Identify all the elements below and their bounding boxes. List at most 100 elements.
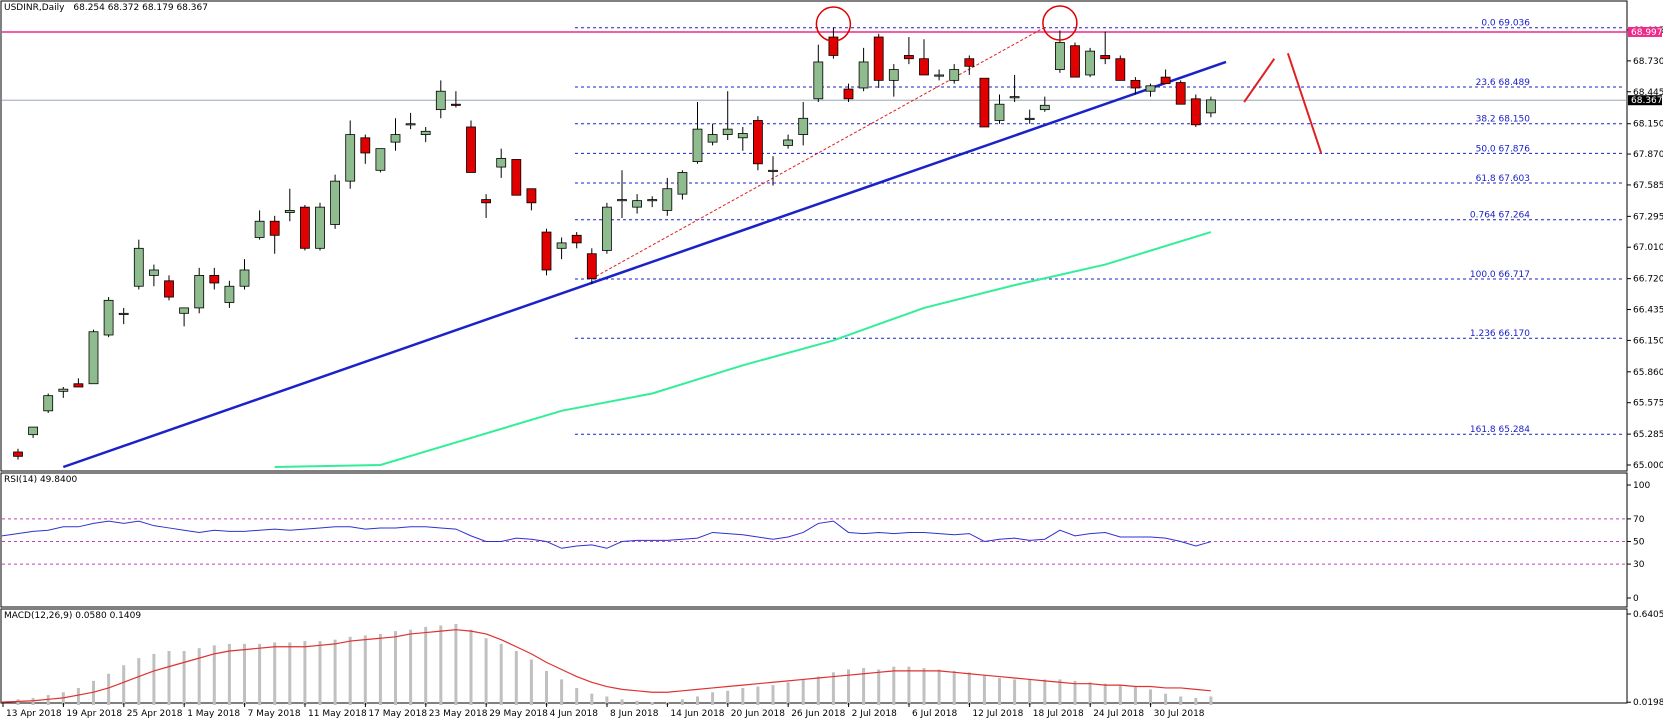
- macd-histogram-bar: [952, 670, 956, 705]
- projection-up: [1243, 58, 1276, 103]
- macd-histogram-bar: [46, 695, 50, 705]
- macd-histogram-bar: [348, 636, 352, 705]
- time-axis-label: 19 Apr 2018: [66, 709, 122, 719]
- time-axis-label: 14 Jun 2018: [670, 709, 724, 719]
- candle-body: [1085, 50, 1095, 76]
- macd-histogram-bar: [258, 643, 262, 705]
- macd-histogram-bar: [892, 666, 896, 705]
- macd-histogram-bar: [454, 624, 458, 705]
- candle-body: [813, 61, 824, 100]
- rsi-axis-label: 50: [1633, 538, 1645, 548]
- macd-histogram-bar: [922, 668, 926, 705]
- candle-body: [919, 58, 929, 76]
- macd-histogram-bar: [514, 651, 518, 705]
- macd-histogram-bar: [378, 633, 382, 705]
- price-axis-label: 67.010: [1633, 243, 1663, 253]
- macd-histogram-bar: [529, 659, 533, 705]
- time-axis-label: 12 Jul 2018: [972, 709, 1023, 719]
- candle-body: [43, 395, 54, 412]
- candle-body: [858, 61, 869, 89]
- macd-histogram-bar: [998, 678, 1001, 705]
- highlight-circle: [815, 6, 852, 42]
- candle-body: [103, 299, 114, 336]
- macd-histogram-bar: [801, 679, 805, 705]
- candle-body: [194, 274, 205, 309]
- macd-histogram-bar: [620, 699, 624, 705]
- fib-level-label: 161.8 65.284: [1470, 425, 1530, 435]
- macd-signal-line: [1, 629, 1211, 703]
- macd-histogram-bar: [243, 643, 246, 705]
- candle-body: [511, 159, 522, 196]
- candle-body: [450, 103, 461, 106]
- price-axis-label: 67.870: [1633, 150, 1663, 160]
- macd-histogram-bar: [409, 629, 413, 705]
- candle-body: [707, 134, 718, 143]
- macd-histogram-bar: [862, 668, 866, 705]
- candle-body: [556, 242, 567, 249]
- moving-average-line: [274, 231, 1212, 468]
- candle-body: [315, 206, 325, 249]
- current-price-tag: [1628, 95, 1662, 106]
- candle-body: [209, 274, 220, 284]
- macd-histogram-bar: [726, 690, 730, 705]
- candle-body: [133, 247, 144, 287]
- macd-axis-label: 0.6405: [1633, 610, 1663, 620]
- candle-body: [994, 103, 1005, 121]
- macd-panel: [0, 608, 1628, 704]
- candle-body: [1100, 55, 1111, 60]
- macd-histogram-bar: [1149, 689, 1152, 705]
- price-axis-label: 66.435: [1633, 306, 1663, 316]
- macd-histogram-bar: [424, 626, 428, 705]
- candle-body: [118, 312, 129, 315]
- macd-histogram-bar: [107, 673, 111, 705]
- candle-body: [934, 74, 944, 77]
- macd-histogram-bar: [786, 682, 790, 705]
- macd-histogram-bar: [590, 693, 594, 705]
- fib-level-label: 1.236 66.170: [1470, 329, 1530, 339]
- candle-body: [662, 188, 673, 211]
- candle-body: [179, 307, 190, 314]
- candle-body: [1175, 82, 1186, 105]
- candle-body: [632, 200, 642, 208]
- macd-histogram-bar: [182, 651, 186, 705]
- macd-histogram-bar: [1043, 679, 1047, 705]
- macd-histogram-bar: [1194, 697, 1198, 705]
- time-axis-label: 30 Jul 2018: [1154, 709, 1205, 719]
- candle-body: [239, 269, 250, 287]
- candle-body: [148, 269, 159, 276]
- candle-body: [949, 69, 960, 81]
- macd-histogram-bar: [273, 642, 277, 705]
- macd-histogram-bar: [1028, 679, 1032, 705]
- time-axis-label: 1 May 2018: [187, 709, 240, 719]
- rsi-axis-label: 30: [1633, 560, 1645, 570]
- macd-axis-label: 0.0198: [1633, 698, 1663, 708]
- macd-histogram-bar: [16, 699, 20, 705]
- macd-histogram-bar: [303, 641, 307, 705]
- price-axis-label: 65.000: [1633, 461, 1663, 471]
- macd-histogram-bar: [122, 665, 126, 705]
- candle-body: [1024, 117, 1035, 120]
- fib-level-label: 0.764 67.264: [1470, 211, 1530, 221]
- candle-body: [873, 36, 884, 81]
- projection-down: [1286, 52, 1323, 154]
- macd-histogram-bar: [288, 642, 292, 705]
- macd-histogram-bar: [394, 631, 397, 705]
- macd-histogram-bar: [771, 685, 775, 705]
- candle-body: [224, 285, 235, 303]
- candle-body: [390, 134, 401, 143]
- candle-body: [843, 88, 854, 100]
- price-panel-title: USDINR,Daily 68.254 68.372 68.179 68.367: [4, 3, 208, 13]
- time-axis-label: 23 May 2018: [429, 709, 488, 719]
- rsi-axis-label: 0: [1633, 594, 1639, 604]
- candle-body: [783, 139, 793, 146]
- macd-histogram-bar: [831, 672, 835, 705]
- candle-body: [254, 220, 265, 238]
- macd-histogram-bar: [137, 658, 141, 705]
- price-axis-label: 65.575: [1633, 399, 1663, 409]
- macd-histogram-bar: [1103, 683, 1107, 705]
- candle-body: [798, 117, 809, 135]
- candle-body: [269, 220, 280, 236]
- highlight-circle: [1042, 5, 1078, 41]
- candle-body: [496, 157, 507, 168]
- candle-body: [1206, 99, 1216, 114]
